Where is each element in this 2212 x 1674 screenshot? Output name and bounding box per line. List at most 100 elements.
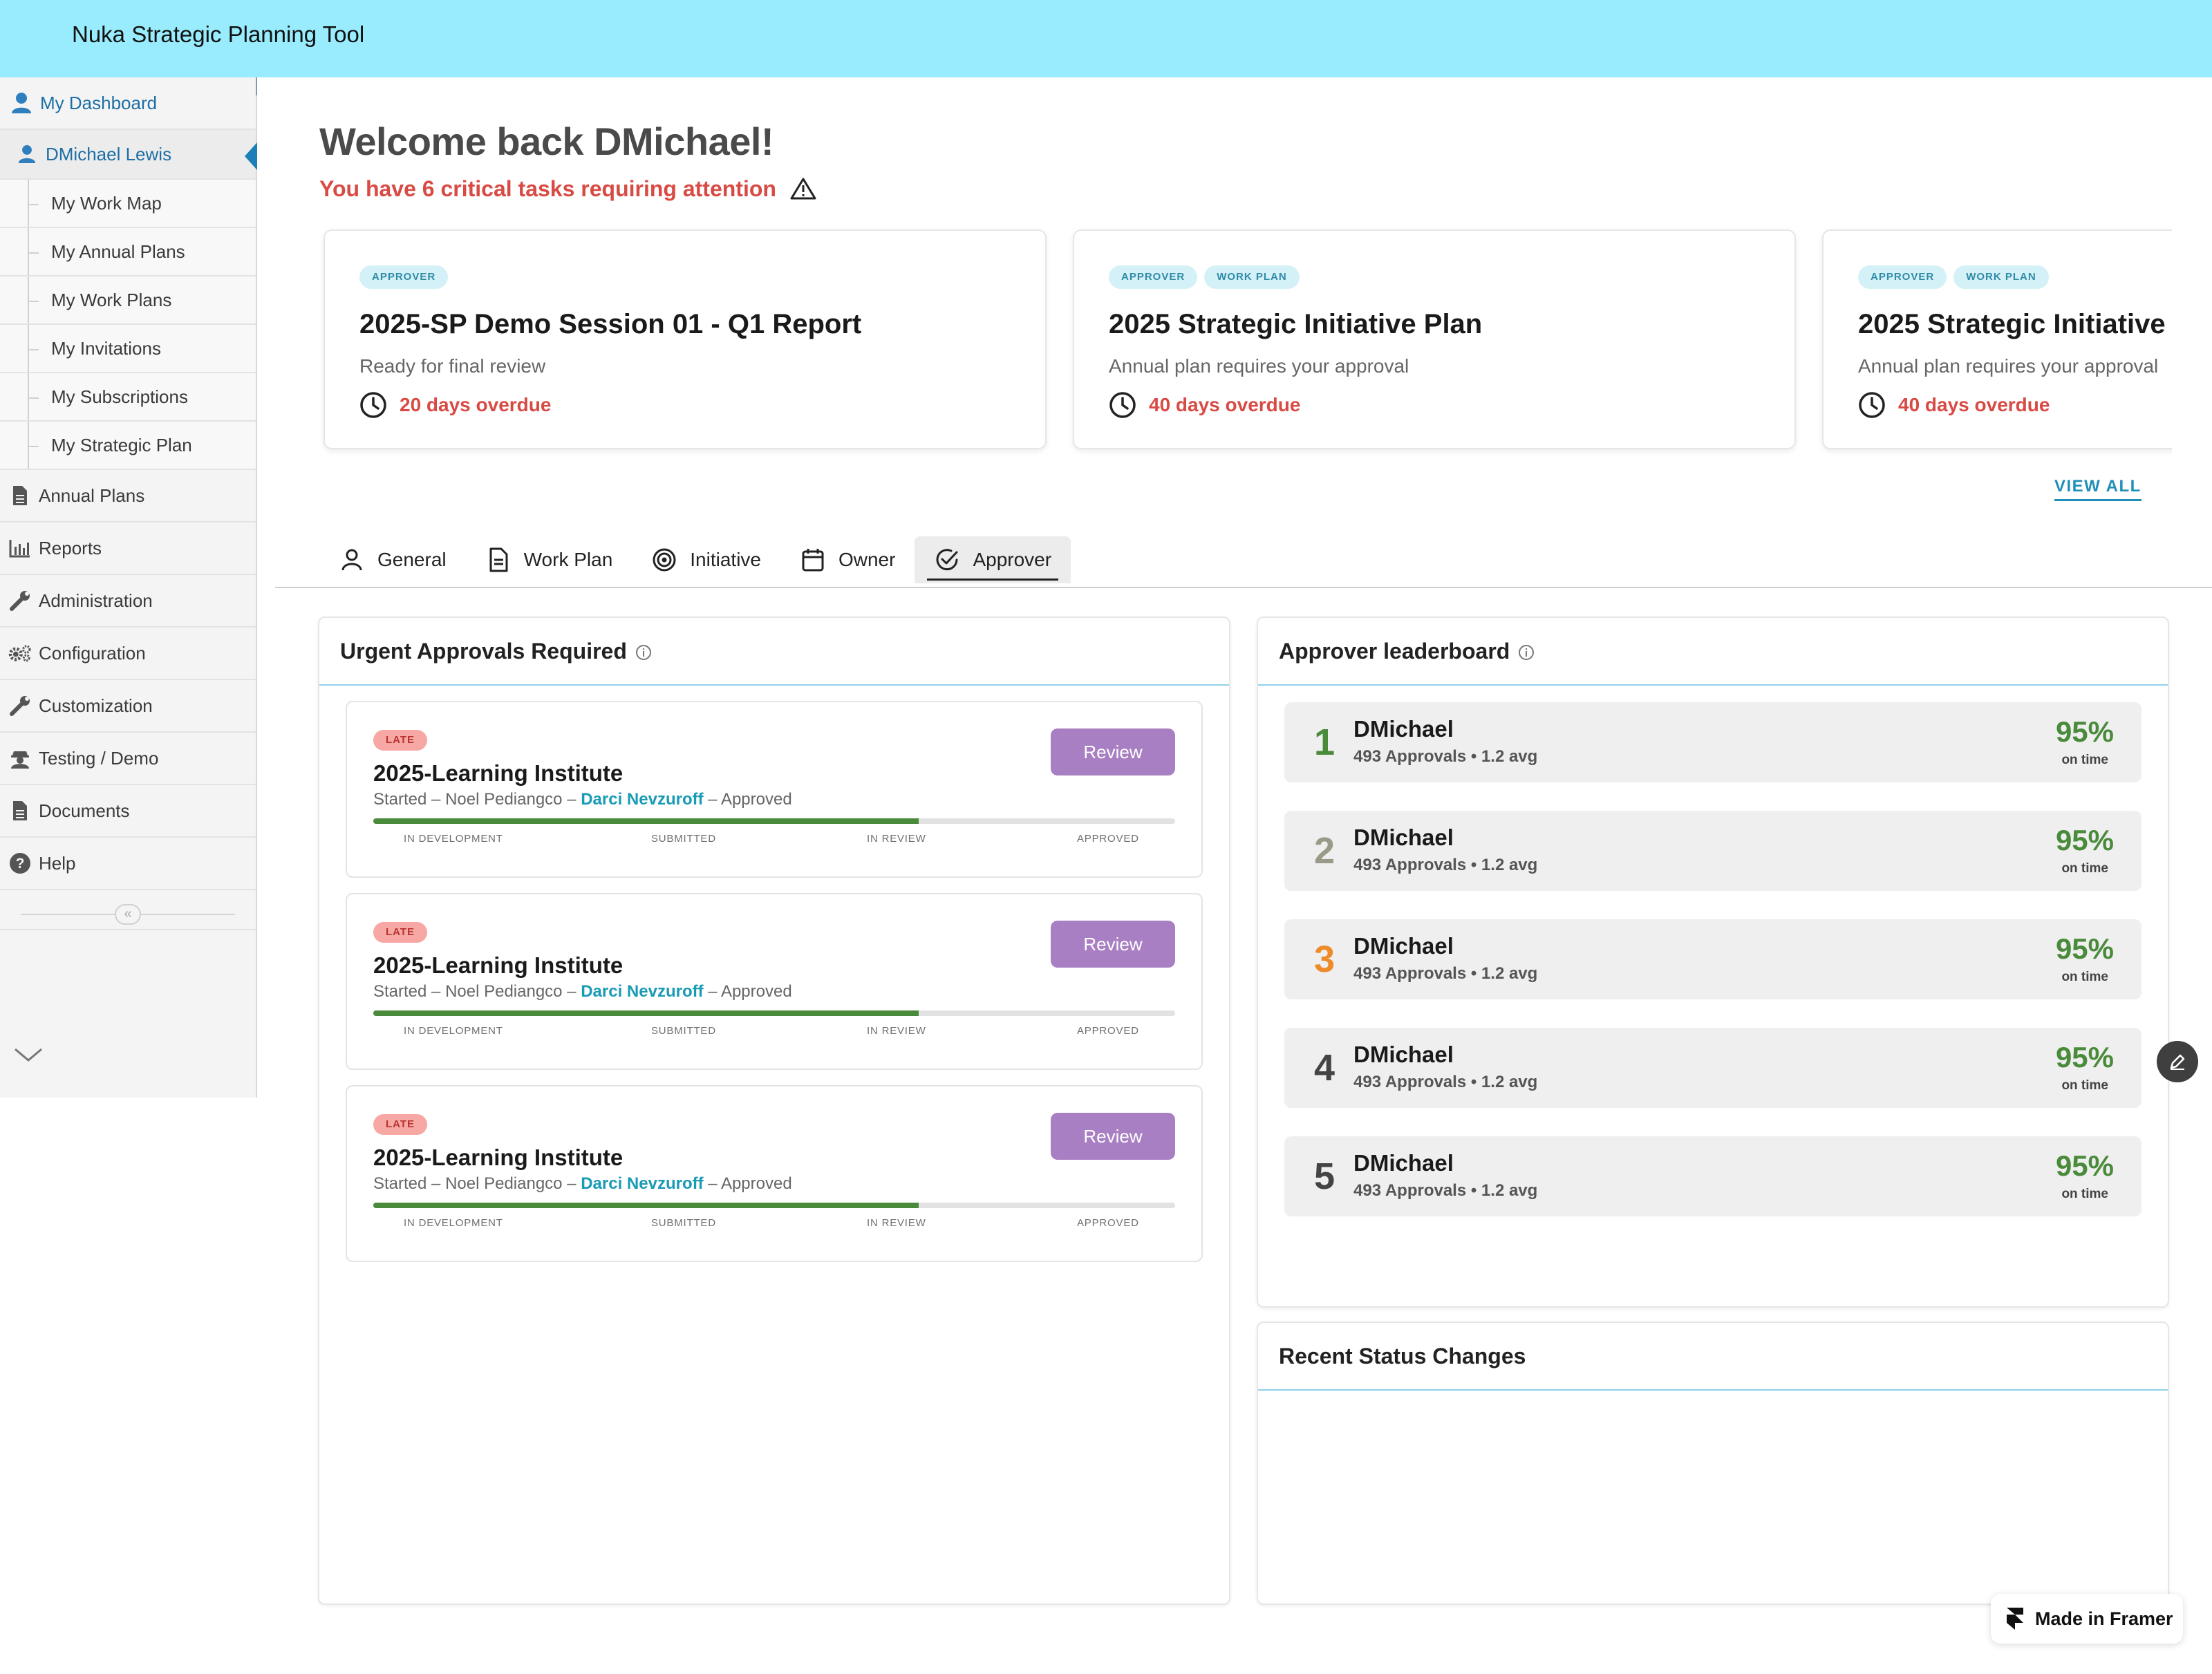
stage-label: SUBMITTED <box>651 1217 716 1229</box>
type-badge: WORK PLAN <box>1204 265 1300 289</box>
sidebar-item-administration[interactable]: Administration <box>0 575 256 628</box>
tab-work-plan[interactable]: Work Plan <box>466 536 632 583</box>
overdue-text: 20 days overdue <box>400 394 552 415</box>
chevron-down-icon[interactable] <box>12 1045 44 1064</box>
sidebar-item-annual-plans[interactable]: Annual Plans <box>0 470 256 523</box>
on-time-label: on time <box>2061 970 2108 984</box>
approver-name: DMichael <box>1353 1042 1454 1067</box>
stage-label: IN REVIEW <box>867 833 926 845</box>
approval-title: 2025-Learning Institute <box>373 952 624 978</box>
task-card[interactable]: APPROVER WORK PLAN 2025 Strategic Initia… <box>1073 229 1796 449</box>
sidebar-item-my-subscriptions[interactable]: My Subscriptions <box>0 373 256 422</box>
stage-label: IN DEVELOPMENT <box>404 1025 503 1037</box>
document-icon <box>8 484 32 507</box>
tree-line <box>28 373 29 420</box>
clock-icon <box>360 392 386 418</box>
progress-fill <box>373 818 919 824</box>
sidebar-item-label: My Annual Plans <box>51 241 185 262</box>
tree-line <box>28 276 29 323</box>
approval-card[interactable]: LATE Review 2025-Learning Institute Star… <box>346 1085 1203 1262</box>
critical-tasks-notice: You have 6 critical tasks requiring atte… <box>319 174 816 203</box>
rank-number: 2 <box>1313 830 1335 872</box>
review-button[interactable]: Review <box>1051 728 1175 775</box>
tab-general[interactable]: General <box>319 536 466 583</box>
sidebar-item-dashboard[interactable]: My Dashboard <box>0 77 256 130</box>
tab-approver[interactable]: Approver <box>915 536 1071 583</box>
sidebar-item-label: Testing / Demo <box>39 748 159 769</box>
tree-branch <box>28 349 39 350</box>
sidebar-item-label: My Strategic Plan <box>51 435 192 455</box>
calendar-icon <box>802 549 824 572</box>
tab-label: Work Plan <box>523 549 613 570</box>
user-secret-icon <box>8 746 32 770</box>
approver-stats: 493 Approvals • 1.2 avg <box>1353 747 1538 766</box>
stage-label: APPROVED <box>1077 1025 1139 1037</box>
stage-label: IN DEVELOPMENT <box>404 1217 503 1229</box>
user-icon <box>10 91 33 115</box>
clock-icon <box>1859 392 1885 418</box>
sidebar-item-my-annual-plans[interactable]: My Annual Plans <box>0 228 256 276</box>
sidebar-item-customization[interactable]: Customization <box>0 680 256 733</box>
sidebar-item-my-work-plans[interactable]: My Work Plans <box>0 276 256 325</box>
gears-icon <box>8 641 32 665</box>
sidebar-item-my-invitations[interactable]: My Invitations <box>0 325 256 373</box>
task-title: 2025 Strategic Initiative Plan <box>1109 309 1483 339</box>
recent-status-changes-panel: Recent Status Changes <box>1257 1322 2169 1605</box>
approver-name: DMichael <box>1353 716 1454 742</box>
panel-title: Approver leaderboard <box>1279 639 1510 664</box>
task-card[interactable]: APPROVER 2025-SP Demo Session 01 - Q1 Re… <box>324 229 1047 449</box>
page-title: Welcome back DMichael! <box>319 120 774 163</box>
approval-card[interactable]: LATE Review 2025-Learning Institute Star… <box>346 701 1203 878</box>
role-badge: APPROVER <box>1858 265 1947 289</box>
approver-leaderboard-panel: Approver leaderboard 1 DMichael 493 Appr… <box>1257 617 2169 1308</box>
sidebar-item-my-strategic-plan[interactable]: My Strategic Plan <box>0 422 256 470</box>
sidebar-item-label: Help <box>39 853 76 874</box>
active-indicator <box>245 142 257 170</box>
review-button[interactable]: Review <box>1051 1113 1175 1160</box>
tree-branch <box>28 204 39 205</box>
tree-line <box>28 325 29 372</box>
panel-title: Urgent Approvals Required <box>340 639 627 664</box>
sidebar-item-my-work-map[interactable]: My Work Map <box>0 180 256 228</box>
late-badge: LATE <box>373 1114 428 1135</box>
sidebar-item-testing-demo[interactable]: Testing / Demo <box>0 733 256 785</box>
review-button[interactable]: Review <box>1051 921 1175 968</box>
meta-approver-link[interactable]: Darci Nevzuroff <box>581 982 704 1001</box>
info-icon[interactable] <box>1518 644 1535 661</box>
meta-approver-link[interactable]: Darci Nevzuroff <box>581 1174 704 1193</box>
leaderboard-row: 2 DMichael 493 Approvals • 1.2 avg 95% o… <box>1284 811 2141 891</box>
info-icon[interactable] <box>635 644 652 661</box>
tree-line <box>28 228 29 275</box>
target-icon <box>653 548 676 572</box>
stage-label: SUBMITTED <box>651 833 716 845</box>
sidebar-item-help[interactable]: ? Help <box>0 838 256 890</box>
tab-owner[interactable]: Owner <box>780 536 915 583</box>
tab-initiative[interactable]: Initiative <box>632 536 780 583</box>
view-all-link[interactable]: VIEW ALL <box>2054 477 2141 501</box>
panel-header: Recent Status Changes <box>1258 1323 2168 1391</box>
approval-meta: Started – Noel Pediangco – Darci Nevzuro… <box>373 790 792 809</box>
approval-card[interactable]: LATE Review 2025-Learning Institute Star… <box>346 893 1203 1070</box>
role-tabs: General Work Plan Initiative Owner Appro… <box>319 536 1071 583</box>
approval-meta: Started – Noel Pediangco – Darci Nevzuro… <box>373 982 792 1001</box>
made-in-framer-badge[interactable]: Made in Framer <box>1991 1594 2183 1644</box>
role-badge: APPROVER <box>1109 265 1198 289</box>
collapse-sidebar-button[interactable]: « <box>115 904 141 925</box>
progress-stages: IN DEVELOPMENT SUBMITTED IN REVIEW APPRO… <box>373 1024 1175 1040</box>
sidebar-item-configuration[interactable]: Configuration <box>0 628 256 680</box>
sidebar-item-documents[interactable]: Documents <box>0 785 256 838</box>
meta-approver-link[interactable]: Darci Nevzuroff <box>581 790 704 809</box>
meta-person: Noel Pediangco <box>445 790 563 809</box>
overdue-text: 40 days overdue <box>1149 394 1301 415</box>
sidebar-item-reports[interactable]: Reports <box>0 523 256 575</box>
user-icon <box>15 142 39 166</box>
edit-button[interactable] <box>2157 1041 2198 1082</box>
sidebar-item-user[interactable]: DMichael Lewis <box>0 130 257 180</box>
progress-fill <box>373 1203 919 1208</box>
meta-status: Approved <box>720 790 792 809</box>
sidebar-item-label: Documents <box>39 800 130 821</box>
user-icon <box>341 549 362 571</box>
panel-title: Recent Status Changes <box>1279 1344 1526 1369</box>
tab-label: Initiative <box>690 549 761 570</box>
task-card[interactable]: APPROVER WORK PLAN 2025 Strategic Initia… <box>1822 229 2172 449</box>
